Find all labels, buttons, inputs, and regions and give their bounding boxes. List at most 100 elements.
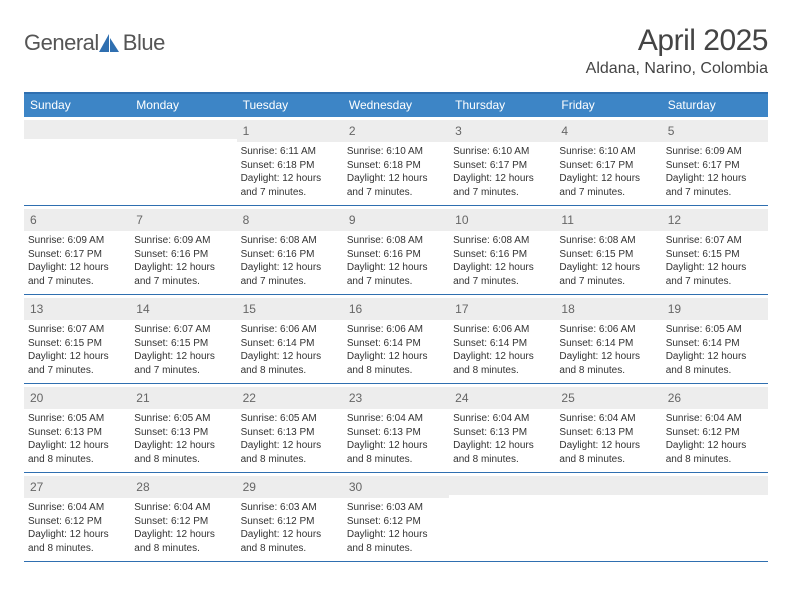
sunset-text: Sunset: 6:16 PM [134, 248, 232, 262]
day-detail: Sunrise: 6:04 AMSunset: 6:13 PMDaylight:… [453, 412, 551, 466]
logo-text-general: General [24, 30, 99, 56]
sunset-text: Sunset: 6:12 PM [134, 515, 232, 529]
day-detail: Sunrise: 6:06 AMSunset: 6:14 PMDaylight:… [347, 323, 445, 377]
sunrise-text: Sunrise: 6:04 AM [134, 501, 232, 515]
day-detail: Sunrise: 6:08 AMSunset: 6:16 PMDaylight:… [241, 234, 339, 288]
day-detail: Sunrise: 6:03 AMSunset: 6:12 PMDaylight:… [241, 501, 339, 555]
sunset-text: Sunset: 6:12 PM [666, 426, 764, 440]
week-row: 6Sunrise: 6:09 AMSunset: 6:17 PMDaylight… [24, 206, 768, 295]
day-detail: Sunrise: 6:09 AMSunset: 6:17 PMDaylight:… [28, 234, 126, 288]
sunset-text: Sunset: 6:13 PM [347, 426, 445, 440]
sunrise-text: Sunrise: 6:08 AM [241, 234, 339, 248]
daylight-text: Daylight: 12 hours and 7 minutes. [559, 172, 657, 199]
day-number: 27 [30, 480, 43, 494]
day-cell: 11Sunrise: 6:08 AMSunset: 6:15 PMDayligh… [555, 206, 661, 294]
day-cell: 13Sunrise: 6:07 AMSunset: 6:15 PMDayligh… [24, 295, 130, 383]
daylight-text: Daylight: 12 hours and 8 minutes. [347, 350, 445, 377]
day-header-tuesday: Tuesday [237, 94, 343, 117]
sunset-text: Sunset: 6:12 PM [28, 515, 126, 529]
sunrise-text: Sunrise: 6:05 AM [134, 412, 232, 426]
day-detail: Sunrise: 6:09 AMSunset: 6:17 PMDaylight:… [666, 145, 764, 199]
daylight-text: Daylight: 12 hours and 7 minutes. [134, 261, 232, 288]
day-detail: Sunrise: 6:06 AMSunset: 6:14 PMDaylight:… [453, 323, 551, 377]
day-cell: 10Sunrise: 6:08 AMSunset: 6:16 PMDayligh… [449, 206, 555, 294]
daylight-text: Daylight: 12 hours and 8 minutes. [347, 528, 445, 555]
day-cell: 12Sunrise: 6:07 AMSunset: 6:15 PMDayligh… [662, 206, 768, 294]
day-number: 7 [136, 213, 143, 227]
week-row: 1Sunrise: 6:11 AMSunset: 6:18 PMDaylight… [24, 117, 768, 206]
day-detail: Sunrise: 6:06 AMSunset: 6:14 PMDaylight:… [241, 323, 339, 377]
day-number: 26 [668, 391, 681, 405]
day-number: 25 [561, 391, 574, 405]
sunset-text: Sunset: 6:15 PM [134, 337, 232, 351]
day-number: 29 [243, 480, 256, 494]
daylight-text: Daylight: 12 hours and 7 minutes. [666, 261, 764, 288]
day-cell [130, 117, 236, 205]
day-cell: 20Sunrise: 6:05 AMSunset: 6:13 PMDayligh… [24, 384, 130, 472]
sunset-text: Sunset: 6:12 PM [241, 515, 339, 529]
page-header: General Blue April 2025 Aldana, Narino, … [24, 24, 768, 78]
sunset-text: Sunset: 6:17 PM [559, 159, 657, 173]
daylight-text: Daylight: 12 hours and 7 minutes. [28, 350, 126, 377]
sunrise-text: Sunrise: 6:04 AM [347, 412, 445, 426]
day-cell: 29 Sunrise: 6:03 AMSunset: 6:12 PMDayligh… [237, 473, 343, 561]
sunrise-text: Sunrise: 6:09 AM [28, 234, 126, 248]
day-number: 4 [561, 124, 568, 138]
day-number: 13 [30, 302, 43, 316]
day-detail: Sunrise: 6:05 AMSunset: 6:13 PMDaylight:… [28, 412, 126, 466]
daylight-text: Daylight: 12 hours and 7 minutes. [347, 261, 445, 288]
location-subtitle: Aldana, Narino, Colombia [586, 60, 768, 78]
empty-day-number [449, 476, 555, 495]
day-cell: 7Sunrise: 6:09 AMSunset: 6:16 PMDaylight… [130, 206, 236, 294]
day-header-friday: Friday [555, 94, 661, 117]
day-cell: 28Sunrise: 6:04 AMSunset: 6:12 PMDayligh… [130, 473, 236, 561]
sunset-text: Sunset: 6:17 PM [453, 159, 551, 173]
sunset-text: Sunset: 6:15 PM [666, 248, 764, 262]
day-detail: Sunrise: 6:04 AMSunset: 6:13 PMDaylight:… [559, 412, 657, 466]
sunrise-text: Sunrise: 6:06 AM [559, 323, 657, 337]
logo: General Blue [24, 30, 165, 56]
sunrise-text: Sunrise: 6:08 AM [347, 234, 445, 248]
sunrise-text: Sunrise: 6:04 AM [28, 501, 126, 515]
sunset-text: Sunset: 6:14 PM [559, 337, 657, 351]
day-header-sunday: Sunday [24, 94, 130, 117]
day-cell [449, 473, 555, 561]
daylight-text: Daylight: 12 hours and 8 minutes. [28, 528, 126, 555]
sunrise-text: Sunrise: 6:06 AM [347, 323, 445, 337]
daylight-text: Daylight: 12 hours and 7 minutes. [666, 172, 764, 199]
day-number: 22 [243, 391, 256, 405]
day-cell: 21Sunrise: 6:05 AMSunset: 6:13 PMDayligh… [130, 384, 236, 472]
day-cell: 5Sunrise: 6:09 AMSunset: 6:17 PMDaylight… [662, 117, 768, 205]
day-detail: Sunrise: 6:08 AMSunset: 6:15 PMDaylight:… [559, 234, 657, 288]
daylight-text: Daylight: 12 hours and 8 minutes. [241, 528, 339, 555]
sunrise-text: Sunrise: 6:05 AM [28, 412, 126, 426]
day-detail: Sunrise: 6:07 AMSunset: 6:15 PMDaylight:… [134, 323, 232, 377]
sunset-text: Sunset: 6:13 PM [134, 426, 232, 440]
week-row: 20Sunrise: 6:05 AMSunset: 6:13 PMDayligh… [24, 384, 768, 473]
daylight-text: Daylight: 12 hours and 7 minutes. [134, 350, 232, 377]
day-header-wednesday: Wednesday [343, 94, 449, 117]
sail-icon [99, 34, 119, 52]
day-cell: 15 Sunrise: 6:06 AMSunset: 6:14 PMDayligh… [237, 295, 343, 383]
sunrise-text: Sunrise: 6:08 AM [453, 234, 551, 248]
day-number: 15 [243, 302, 256, 316]
title-block: April 2025 Aldana, Narino, Colombia [586, 24, 768, 78]
day-cell: 27 Sunrise: 6:04 AMSunset: 6:12 PMDayligh… [24, 473, 130, 561]
day-detail: Sunrise: 6:04 AMSunset: 6:12 PMDaylight:… [28, 501, 126, 555]
day-number: 3 [455, 124, 462, 138]
sunset-text: Sunset: 6:16 PM [347, 248, 445, 262]
logo-text-blue: Blue [123, 30, 165, 56]
sunset-text: Sunset: 6:14 PM [347, 337, 445, 351]
day-detail: Sunrise: 6:05 AMSunset: 6:13 PMDaylight:… [134, 412, 232, 466]
calendar: SundayMondayTuesdayWednesdayThursdayFrid… [24, 92, 768, 562]
sunset-text: Sunset: 6:15 PM [28, 337, 126, 351]
day-cell [662, 473, 768, 561]
sunrise-text: Sunrise: 6:07 AM [134, 323, 232, 337]
day-cell: 17Sunrise: 6:06 AMSunset: 6:14 PMDayligh… [449, 295, 555, 383]
day-detail: Sunrise: 6:10 AMSunset: 6:17 PMDaylight:… [559, 145, 657, 199]
day-cell: 23Sunrise: 6:04 AMSunset: 6:13 PMDayligh… [343, 384, 449, 472]
sunrise-text: Sunrise: 6:04 AM [453, 412, 551, 426]
sunrise-text: Sunrise: 6:06 AM [453, 323, 551, 337]
weeks-container: 1Sunrise: 6:11 AMSunset: 6:18 PMDaylight… [24, 117, 768, 562]
sunrise-text: Sunrise: 6:06 AM [241, 323, 339, 337]
